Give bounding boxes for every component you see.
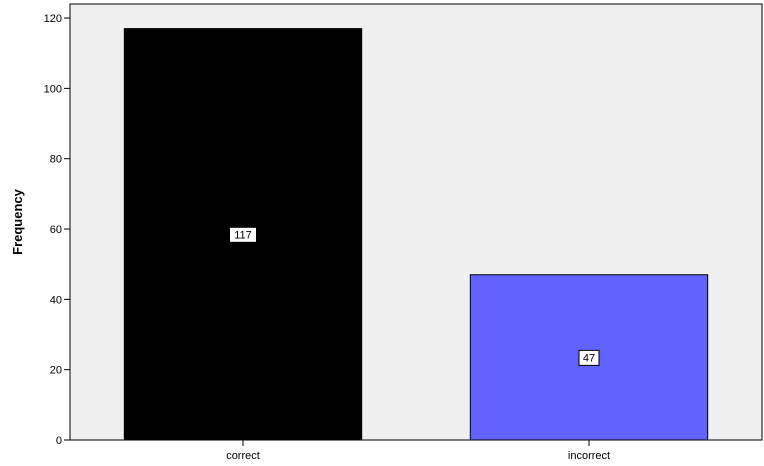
y-tick-label: 80 <box>50 154 62 166</box>
x-tick-label: incorrect <box>568 450 610 462</box>
y-tick-label: 40 <box>50 294 62 306</box>
x-axis-ticks: correct incorrect <box>226 440 610 462</box>
y-tick-label: 60 <box>50 224 62 236</box>
y-tick-label: 20 <box>50 365 62 377</box>
y-tick-label: 120 <box>44 13 62 25</box>
y-axis-title: Frequency <box>10 188 25 255</box>
bars: 117 47 <box>123 28 709 441</box>
data-label-box <box>578 349 600 366</box>
x-tick-label: correct <box>226 450 260 462</box>
y-axis-ticks: 0 20 40 60 80 100 120 <box>44 13 70 447</box>
data-label: 117 <box>234 229 252 241</box>
y-tick-label: 0 <box>56 435 62 447</box>
data-label: 47 <box>583 352 595 364</box>
y-tick-label: 100 <box>44 83 62 95</box>
data-label-box <box>229 226 257 243</box>
